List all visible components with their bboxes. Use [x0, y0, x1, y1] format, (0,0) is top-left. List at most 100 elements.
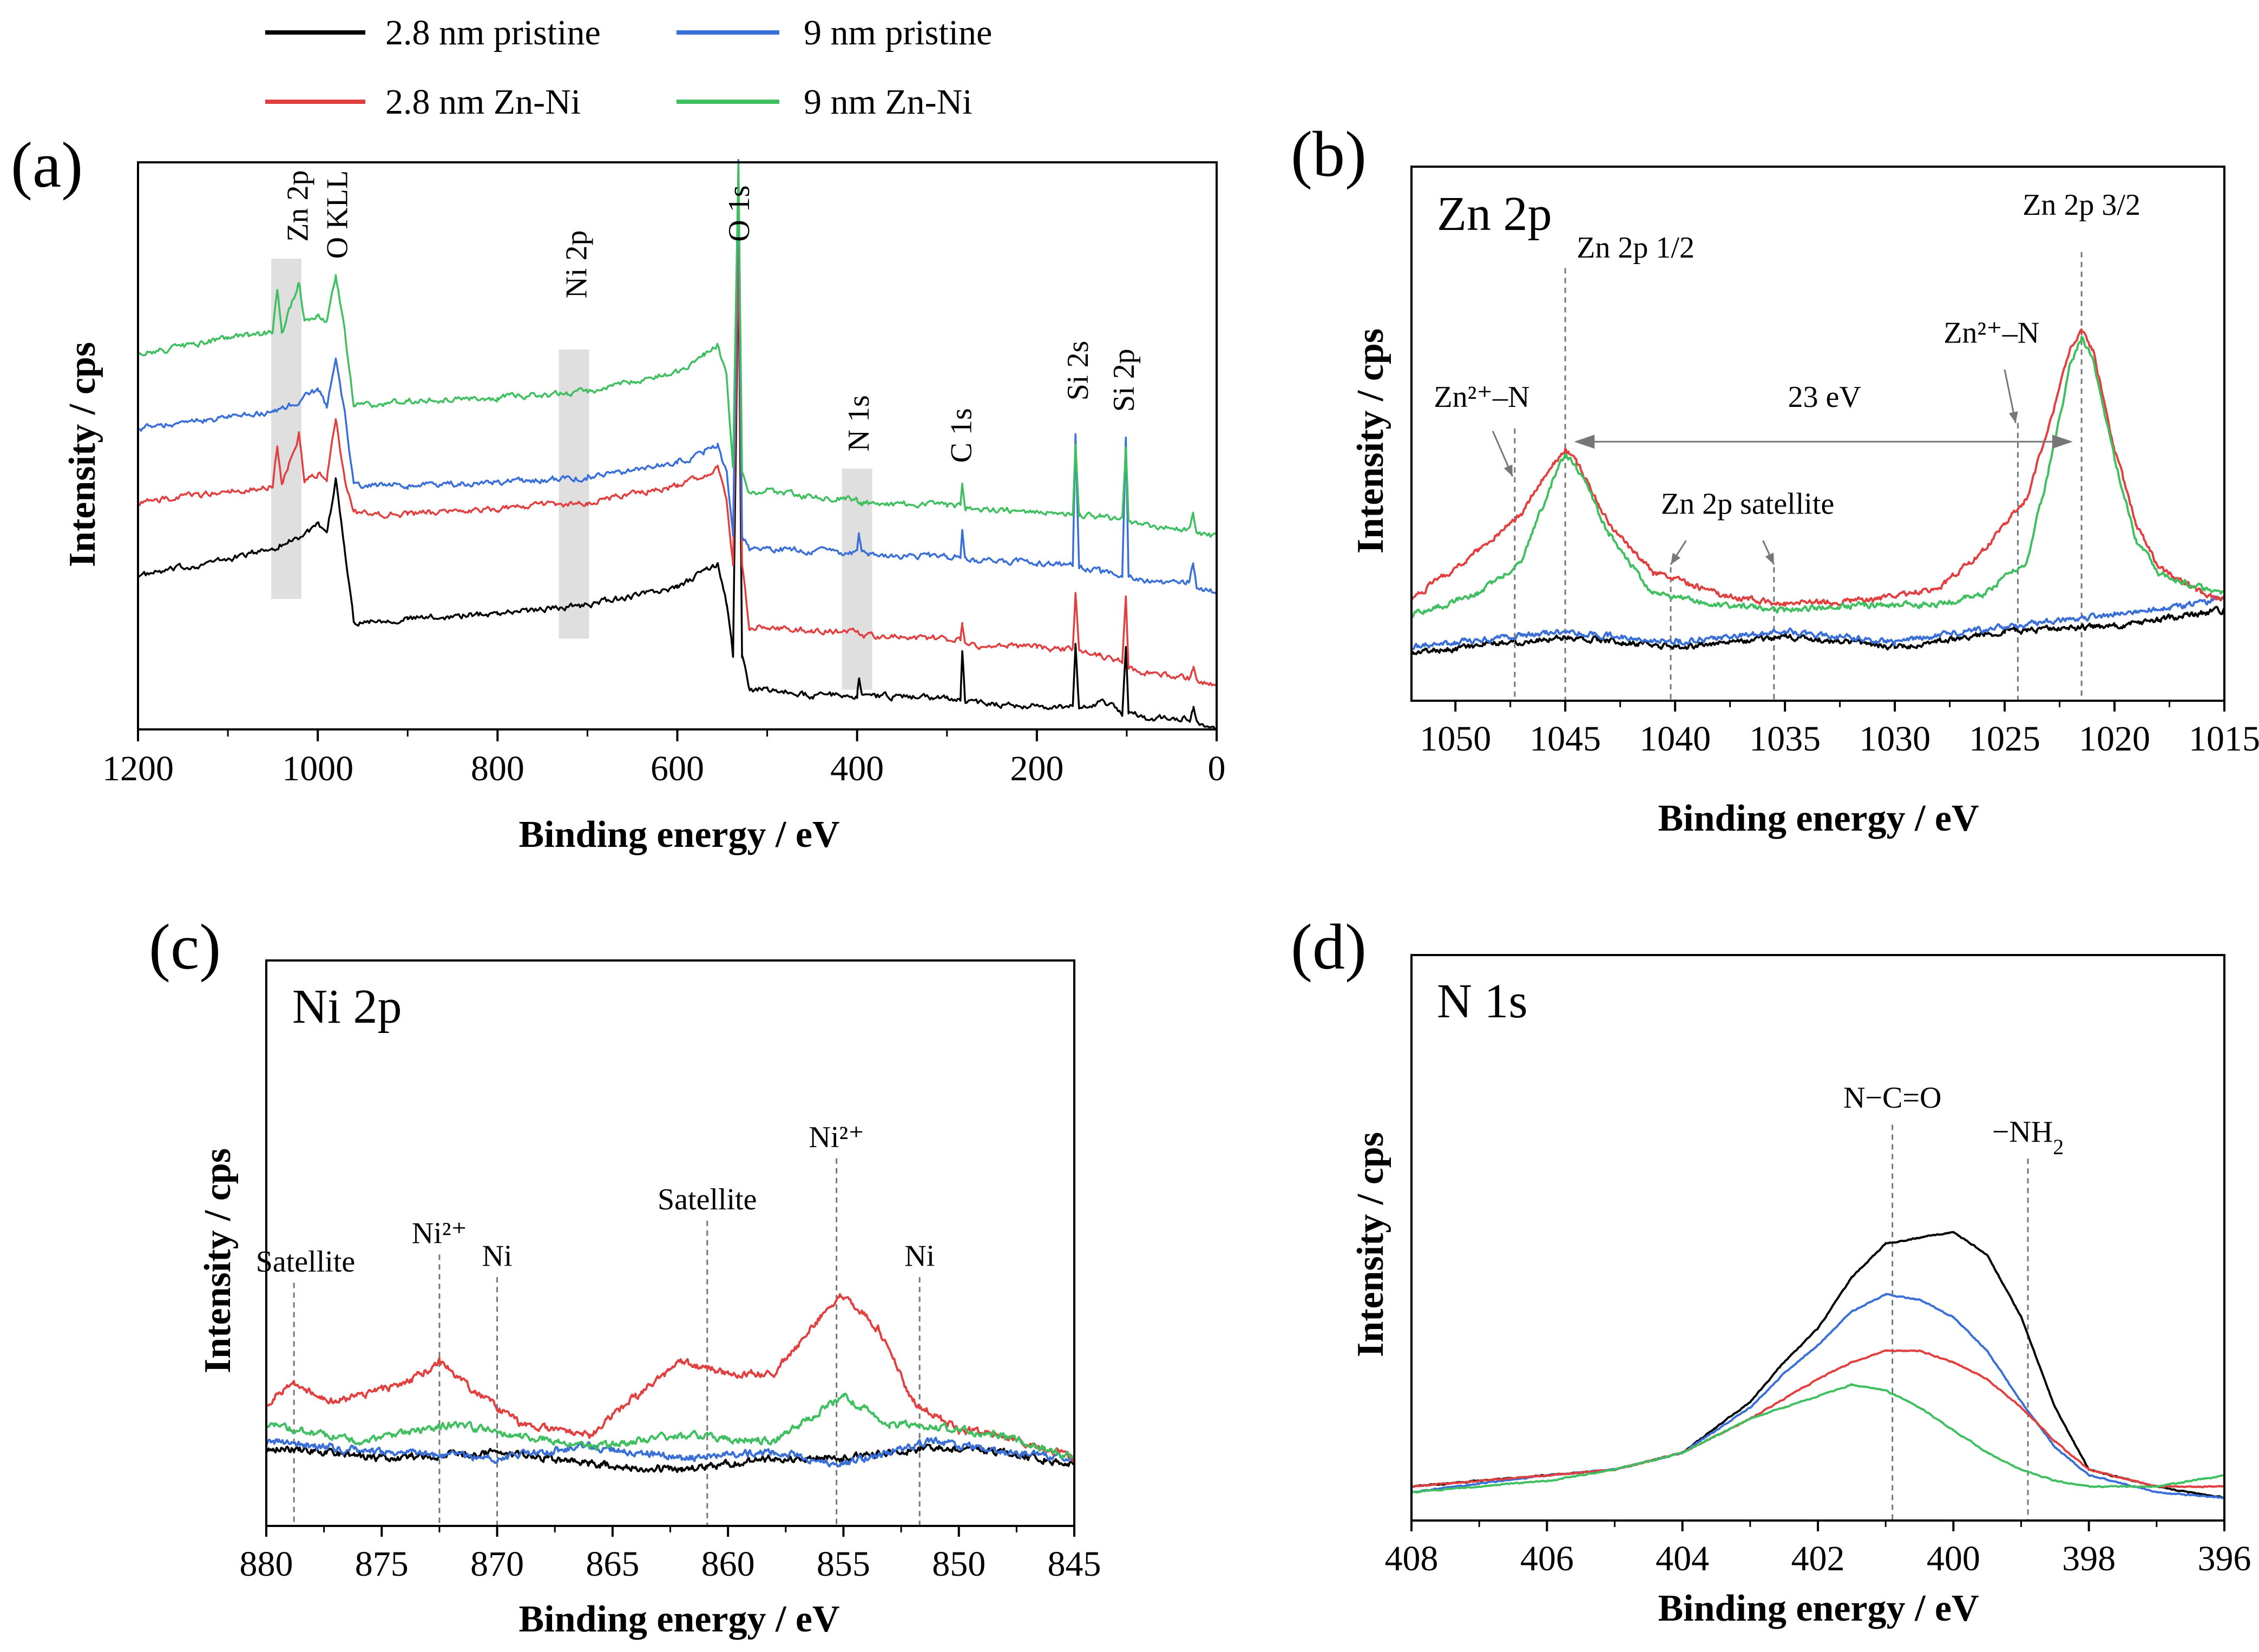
series-line-znni_9	[137, 163, 1218, 538]
series-line-pristine_2_8	[1410, 605, 2225, 656]
x-tick-label: 855	[817, 1544, 870, 1584]
series-line-znni_9	[265, 1392, 1075, 1459]
x-tick-label: 396	[2198, 1539, 2251, 1578]
panel-a-plot: 1200 1000 800 600 400 200 0 Zn 2p O KLL Ni 2p O 1s…	[102, 159, 1226, 788]
panel-b-letter: (b)	[1291, 118, 1367, 190]
peak-annotation: Ni	[904, 1239, 935, 1273]
legend-item-2.8nm-pristine: 2.8 nm pristine	[265, 13, 601, 52]
x-tick-label: 865	[586, 1544, 639, 1584]
legend: 2.8 nm pristine 9 nm pristine 2.8 nm Zn-…	[265, 13, 992, 122]
legend-label: 9 nm pristine	[804, 13, 992, 52]
peak-marker-band	[842, 468, 872, 690]
pointer-arrow-head	[2008, 411, 2018, 423]
panel-a-y-axis-title: Intensity / cps	[62, 342, 103, 567]
legend-item-9nm-znni: 9 nm Zn-Ni	[677, 82, 973, 122]
panel-b-title: Zn 2p	[1437, 187, 1552, 241]
legend-label: 9 nm Zn-Ni	[804, 82, 973, 122]
x-tick-label: 200	[1010, 749, 1063, 788]
peak-annotation: Satellite	[256, 1245, 356, 1279]
peak-annotation: 23 eV	[1788, 380, 1861, 414]
peak-annotation: Ni	[482, 1239, 513, 1273]
legend-label: 2.8 nm pristine	[385, 13, 601, 52]
x-tick-label: 1040	[1639, 719, 1711, 759]
panel-b-x-axis-title: Binding energy / eV	[1658, 798, 1979, 839]
arrow-head-left	[1574, 435, 1595, 449]
series-line-znni_9	[1410, 1383, 2225, 1495]
panel-d-x-axis-title: Binding energy / eV	[1658, 1588, 1979, 1629]
series-line-pristine_2_8	[137, 249, 1218, 730]
panel-c-y-axis-title: Intensity / cps	[197, 1148, 239, 1373]
legend-item-9nm-pristine: 9 nm pristine	[677, 13, 992, 52]
pointer-arrow-head	[1765, 552, 1774, 565]
panel-b: (b) Zn 2p Intensity / cps Binding energy…	[1291, 118, 2259, 839]
x-tick-label: 600	[651, 749, 704, 788]
x-tick-label: 870	[470, 1544, 524, 1584]
pointer-arrow-head	[1503, 464, 1513, 477]
series-line-znni_2_8	[265, 1293, 1075, 1464]
legend-item-2.8nm-znni: 2.8 nm Zn-Ni	[265, 82, 581, 122]
panel-a-letter: (a)	[11, 129, 83, 201]
peak-annotation: C 1s	[944, 408, 978, 463]
peak-marker-band	[559, 349, 589, 639]
panel-d-plot: 408 406 404 402 400 398 396 N−C=O −NH2	[1385, 954, 2251, 1578]
peak-annotation: N−C=O	[1843, 1081, 1941, 1115]
panel-c-letter: (c)	[149, 911, 221, 983]
peak-annotation: O KLL	[321, 170, 354, 259]
peak-annotation: Zn 2p satellite	[1661, 488, 1834, 521]
peak-annotation: Zn 2p 3/2	[2022, 188, 2140, 222]
x-tick-label: 1200	[102, 749, 174, 788]
arrow-head-right	[2052, 435, 2073, 449]
x-tick-label: 1020	[2079, 719, 2150, 759]
peak-annotation: Si 2s	[1061, 341, 1095, 401]
peak-annotation: Ni²⁺	[412, 1217, 467, 1250]
x-tick-label: 875	[355, 1544, 409, 1584]
panel-a-x-axis-title: Binding energy / eV	[518, 814, 839, 855]
peak-annotation: N 1s	[842, 395, 876, 451]
x-tick-label: 408	[1385, 1539, 1439, 1578]
series-line-pristine_9	[1410, 595, 2225, 650]
x-tick-label: 1030	[1859, 719, 1930, 759]
x-tick-label: 880	[240, 1544, 293, 1584]
peak-annotation: Zn 2p 1/2	[1577, 231, 1695, 265]
plot-frame	[1410, 166, 2225, 702]
x-tick-label: 845	[1048, 1544, 1101, 1584]
peak-annotation: Satellite	[658, 1183, 757, 1216]
panel-b-plot: 1050 1045 1040 1035 1030 1025 1020 1015 Zn 2p 1/…	[1410, 166, 2259, 759]
x-tick-label: 398	[2062, 1539, 2116, 1578]
series-line-znni_2_8	[1410, 328, 2225, 607]
panel-c: (c) Ni 2p Intensity / cps Binding energy…	[149, 911, 1101, 1640]
pointer-arrow-head	[1671, 552, 1681, 565]
series-line-pristine_9	[137, 159, 1218, 595]
x-tick-label: 406	[1520, 1539, 1574, 1578]
peak-annotation: Ni 2p	[560, 231, 594, 299]
x-tick-label: 1045	[1529, 719, 1601, 759]
x-tick-label: 1025	[1969, 719, 2040, 759]
x-tick-label: 404	[1656, 1539, 1709, 1578]
series-line-pristine_2_8	[1410, 1231, 2225, 1499]
peak-annotation: Zn²⁺–N	[1434, 380, 1529, 414]
x-tick-label: 860	[701, 1544, 755, 1584]
series-line-pristine_9	[265, 1436, 1075, 1468]
x-tick-label: 1015	[2189, 719, 2259, 759]
panel-d-title: N 1s	[1437, 975, 1528, 1028]
peak-annotation: Zn²⁺–N	[1943, 317, 2039, 350]
peak-annotation: Ni²⁺	[809, 1121, 864, 1154]
x-tick-label: 1050	[1420, 719, 1491, 759]
panel-c-plot: 880 875 870 865 860 855 850 845 Satellite Ni²⁺ Ni S…	[240, 959, 1101, 1584]
panel-b-y-axis-title: Intensity / cps	[1350, 328, 1391, 554]
legend-label: 2.8 nm Zn-Ni	[385, 82, 581, 122]
x-tick-label: 400	[830, 749, 884, 788]
peak-annotation: Si 2p	[1107, 348, 1141, 412]
panel-d-y-axis-title: Intensity / cps	[1350, 1132, 1391, 1357]
panel-d: (d) N 1s Intensity / cps Binding energy …	[1291, 911, 2251, 1629]
x-tick-label: 400	[1927, 1539, 1980, 1578]
peak-annotation: Zn 2p	[281, 170, 315, 241]
series-line-znni_2_8	[1410, 1349, 2225, 1489]
series-line-pristine_2_8	[265, 1443, 1075, 1473]
x-tick-label: 402	[1791, 1539, 1845, 1578]
x-tick-label: 800	[471, 749, 524, 788]
panel-d-letter: (d)	[1291, 911, 1367, 983]
x-tick-label: 0	[1208, 749, 1226, 788]
x-tick-label: 850	[932, 1544, 986, 1584]
